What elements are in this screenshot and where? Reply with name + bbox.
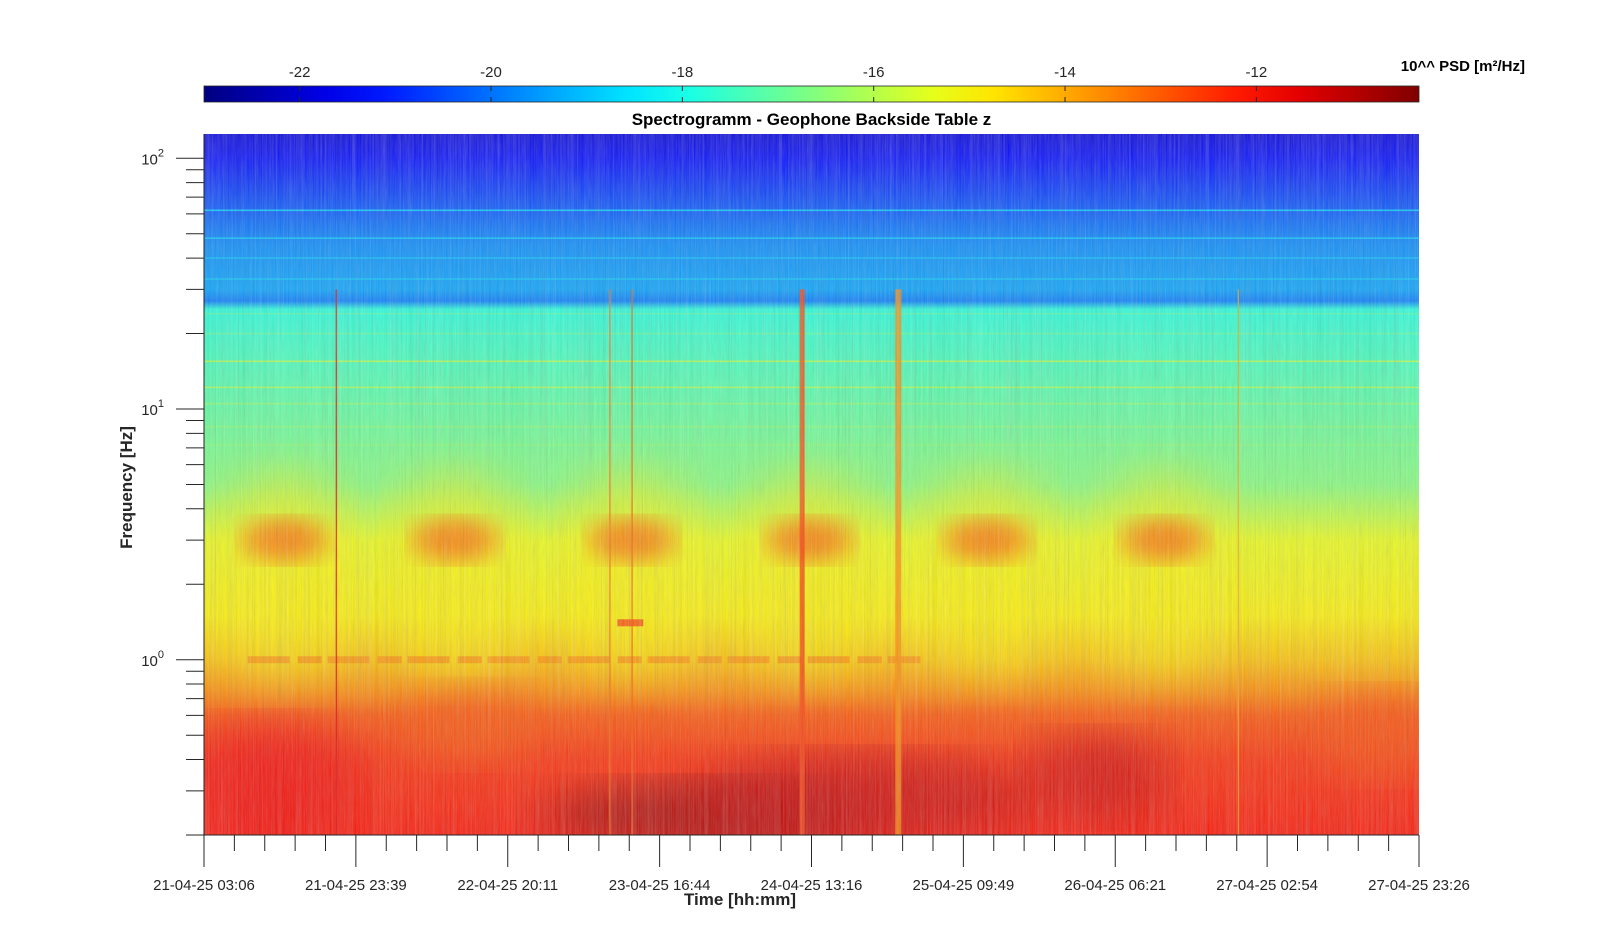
colorbar-tick-label: -14 xyxy=(1054,64,1076,81)
x-tick-label: 23-04-25 16:44 xyxy=(609,877,711,894)
chart-title: Spectrogramm - Geophone Backside Table z xyxy=(632,110,992,129)
y-tick-label: 101 xyxy=(141,398,164,419)
colorbar-tick-label: -20 xyxy=(480,64,502,81)
x-tick-label: 27-04-25 02:54 xyxy=(1216,877,1318,894)
y-tick-label: 102 xyxy=(141,147,164,168)
y-tick-label: 100 xyxy=(141,649,164,670)
x-axis: 21-04-25 03:06 21-04-25 23:39 22-04-25 20:… xyxy=(153,834,1470,894)
plot-area xyxy=(204,134,1419,835)
colorbar-label: 10^^ PSD [m²/Hz] xyxy=(1401,58,1525,75)
x-tick-label: 25-04-25 09:49 xyxy=(913,877,1015,894)
colorbar-tick-label: -12 xyxy=(1246,64,1268,81)
x-tick-label: 26-04-25 06:21 xyxy=(1064,877,1166,894)
spectrogram-noise xyxy=(204,134,1419,835)
x-tick-label: 21-04-25 03:06 xyxy=(153,877,255,894)
y-axis: 102 101 100 xyxy=(141,134,205,836)
x-tick-label: 27-04-25 23:26 xyxy=(1368,877,1470,894)
colorbar-gradient xyxy=(203,85,1420,103)
colorbar-ticks: -22 -20 -18 -16 -14 -12 xyxy=(289,64,1267,102)
x-tick-label: 22-04-25 20:11 xyxy=(457,877,558,894)
colorbar-tick-label: -16 xyxy=(863,64,885,81)
x-tick-label: 24-04-25 13:16 xyxy=(761,877,863,894)
colorbar-tick-label: -22 xyxy=(289,64,311,81)
x-axis-label: Time [hh:mm] xyxy=(684,890,796,909)
colorbar-tick-label: -18 xyxy=(672,64,694,81)
y-axis-label: Frequency [Hz] xyxy=(117,426,136,549)
x-tick-label: 21-04-25 23:39 xyxy=(305,877,407,894)
colorbar: -22 -20 -18 -16 -14 -12 10^^ PSD [m²/Hz] xyxy=(203,58,1525,103)
